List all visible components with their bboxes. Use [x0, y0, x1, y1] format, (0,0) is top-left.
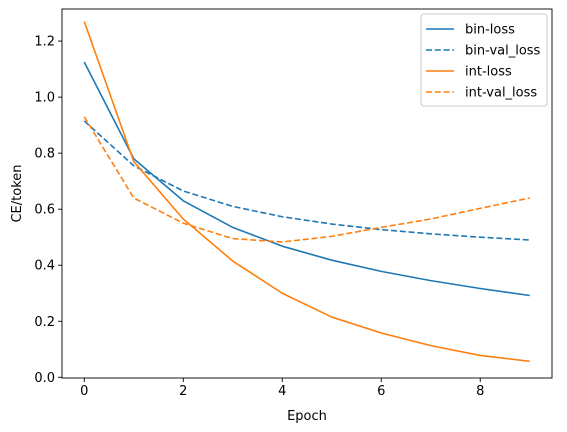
- x-tick-label: 0: [80, 384, 88, 399]
- y-axis-label: CE/token: [10, 164, 25, 222]
- y-tick-label: 0.4: [34, 259, 55, 274]
- legend: bin-loss bin-val_loss int-loss int-val_loss: [420, 13, 548, 107]
- x-tick-label: 2: [179, 384, 187, 399]
- legend-label: int-loss: [465, 65, 512, 80]
- x-tick-label: 6: [377, 384, 385, 399]
- axes-frame: [61, 8, 553, 379]
- y-tick-label: 1.0: [34, 91, 55, 106]
- plot-lines: [83, 21, 530, 363]
- y-tick-label: 1.2: [34, 35, 55, 50]
- y-tick-label: 0.6: [34, 203, 55, 218]
- series-line-bin-val-loss: [83, 120, 530, 241]
- series-line-int-val-loss: [83, 116, 530, 243]
- legend-box: [420, 13, 548, 107]
- series-line-bin-loss: [83, 61, 530, 297]
- legend-label: int-val_loss: [465, 86, 537, 101]
- legend-label: bin-val_loss: [465, 44, 541, 59]
- x-axis-ticks: 0 2 4 6 8: [80, 378, 484, 399]
- y-tick-label: 0.8: [34, 147, 55, 162]
- legend-label: bin-loss: [465, 23, 515, 38]
- y-axis-ticks: 0.0 0.2 0.4 0.6 0.8 1.0 1.2: [34, 35, 62, 386]
- x-tick-label: 8: [476, 384, 484, 399]
- y-tick-label: 0.0: [34, 371, 55, 386]
- y-tick-label: 0.2: [34, 315, 55, 330]
- series-line-int-loss: [83, 21, 530, 363]
- x-tick-label: 4: [278, 384, 286, 399]
- x-axis-label: Epoch: [287, 409, 327, 424]
